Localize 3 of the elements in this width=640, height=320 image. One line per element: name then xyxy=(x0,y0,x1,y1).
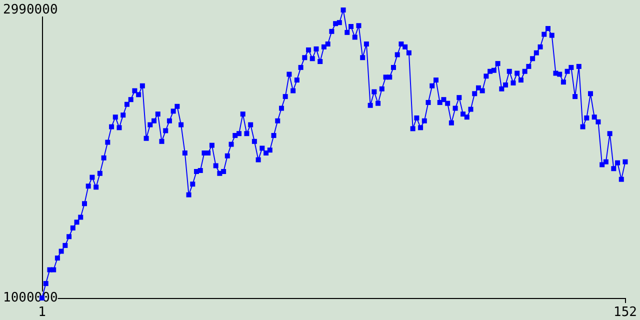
x-tick-label: 1 xyxy=(38,305,46,320)
x-tick-label: 152 xyxy=(614,305,637,320)
y-tick-label: 2990000 xyxy=(3,2,58,18)
